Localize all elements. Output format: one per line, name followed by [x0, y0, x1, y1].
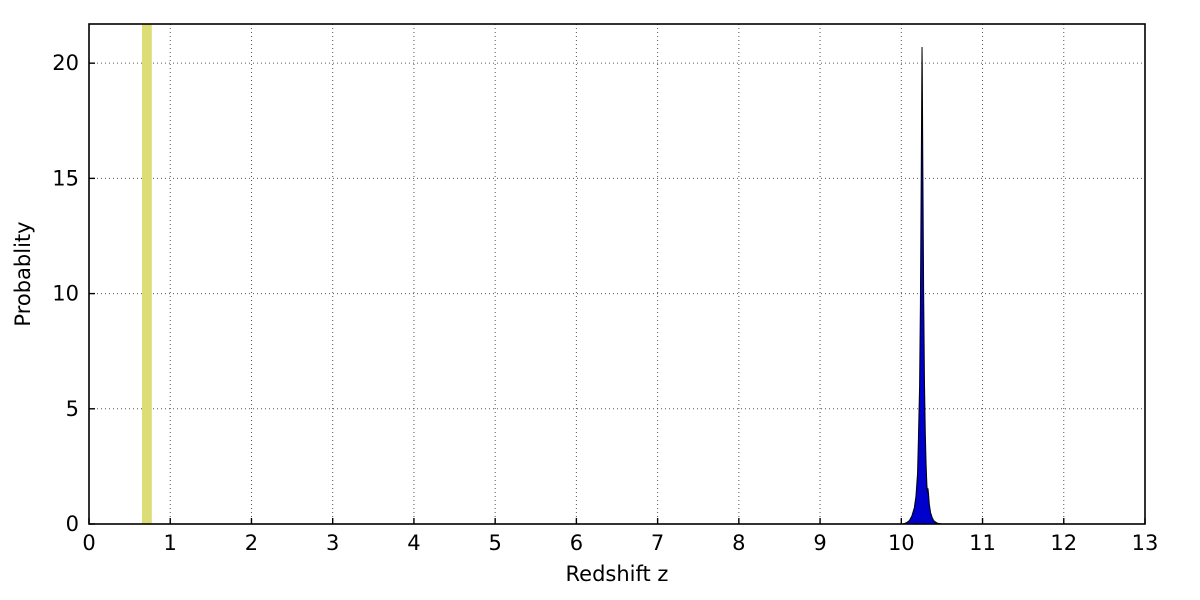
- x-tick-label: 13: [1132, 531, 1159, 555]
- plot-background: [89, 24, 1145, 524]
- x-tick-label: 4: [407, 531, 420, 555]
- x-tick-label: 3: [326, 531, 339, 555]
- y-tick-label: 15: [52, 166, 79, 190]
- y-tick-label: 5: [66, 397, 79, 421]
- x-tick-label: 0: [82, 531, 95, 555]
- y-axis-title: Probablity: [11, 221, 35, 326]
- x-tick-label: 7: [651, 531, 664, 555]
- x-axis-title: Redshift z: [566, 562, 669, 586]
- x-tick-label: 12: [1050, 531, 1077, 555]
- y-gridlines: [89, 62, 1145, 410]
- x-tick-label: 1: [164, 531, 177, 555]
- x-tick-label: 11: [969, 531, 996, 555]
- y-axis-ticks: [89, 62, 95, 525]
- plot-frame: [88, 23, 1146, 525]
- pdf-curve-layer: [902, 47, 943, 525]
- y-tick-label: 0: [66, 512, 79, 536]
- series-secondary-redshift-band: [141, 23, 152, 525]
- x-axis-ticks: [88, 518, 1146, 524]
- series-photometric-redshift-pdf: [902, 47, 943, 525]
- x-tick-label: 10: [888, 531, 915, 555]
- x-tick-label: 2: [245, 531, 258, 555]
- x-tick-label: 6: [570, 531, 583, 555]
- x-tick-label: 8: [732, 531, 745, 555]
- y-axis-tick-labels: 0 5 10 15 20: [52, 51, 79, 536]
- vertical-band-layer: [141, 23, 152, 525]
- y-tick-label: 10: [52, 282, 79, 306]
- x-tick-label: 9: [813, 531, 826, 555]
- x-tick-label: 5: [488, 531, 501, 555]
- x-axis-tick-labels: 0 1 2 3 4 5 6 7 8 9 10 11 12 13: [82, 531, 1158, 555]
- x-gridlines: [169, 24, 1065, 524]
- y-tick-label: 20: [52, 51, 79, 75]
